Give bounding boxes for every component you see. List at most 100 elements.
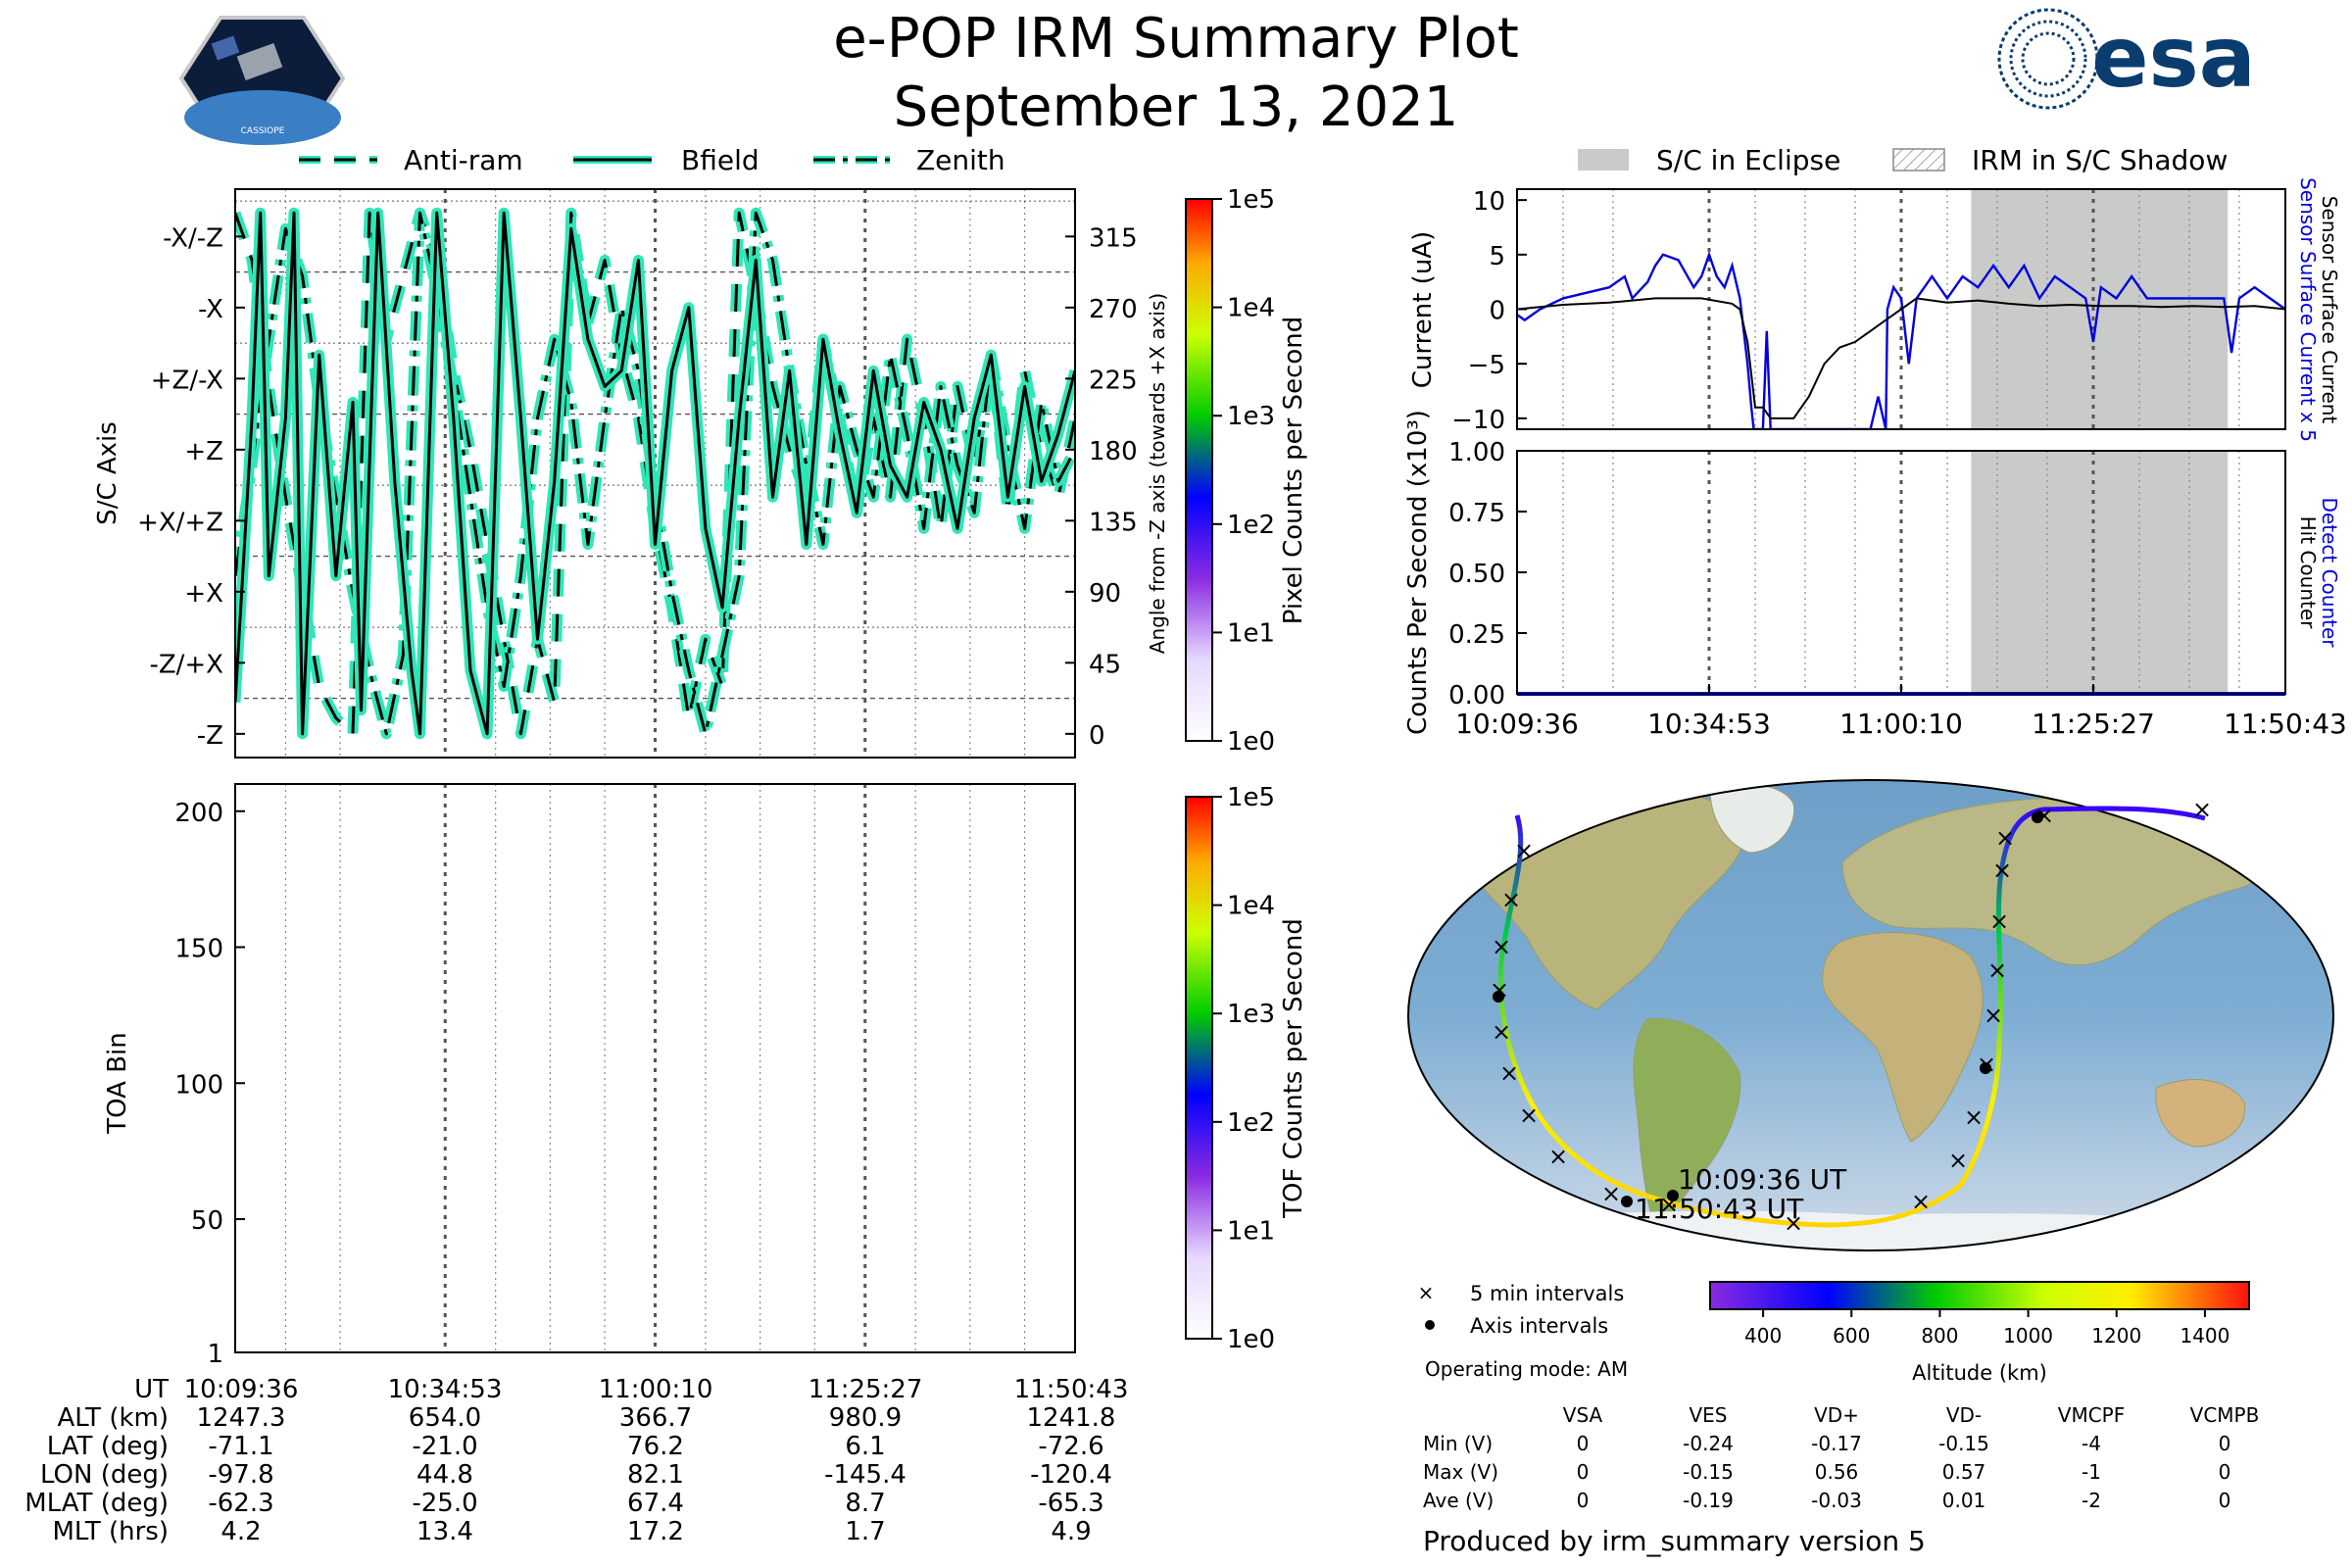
counts-xtick-label-1: 10:34:53 — [1647, 708, 1771, 740]
time-table-cell-3-1: 44.8 — [416, 1460, 473, 1490]
pixel-colorbar-ticks: 1e5 1e4 1e3 1e2 1e1 1e0 — [1212, 185, 1275, 757]
track-5min-marker-6: × — [1519, 1102, 1539, 1129]
altitude-colorbar-tick-label-1: 600 — [1833, 1324, 1870, 1348]
current-ytick-label-2: 0 — [1489, 297, 1505, 326]
orientation-trace-bfield — [235, 211, 1075, 736]
toa-grid — [284, 784, 1026, 1352]
track-5min-marker-1: × — [1501, 886, 1521, 913]
orientation-axis-label-0: -X/-Z — [163, 223, 223, 253]
voltage-cell-1-3: 0.57 — [1942, 1460, 1986, 1484]
time-table-cell-3-2: 82.1 — [627, 1460, 684, 1490]
voltage-row-label-1: Max (V) — [1423, 1460, 1498, 1484]
track-5min-marker-0: × — [1514, 837, 1534, 864]
counts-ytick-label-4: 0.00 — [1448, 681, 1505, 710]
tof-colorbar-tick-label-5: 1e0 — [1227, 1325, 1275, 1354]
voltage-col-header-0: VSA — [1563, 1403, 1603, 1427]
tof-colorbar-tick-label-1: 1e4 — [1227, 892, 1275, 921]
toa-ytick-label-1: 150 — [174, 935, 223, 964]
track-axis-marker-4 — [2032, 811, 2043, 823]
altitude-colorbar-tick-label-3: 1000 — [2003, 1324, 2053, 1348]
legend-shadow: IRM in S/C Shadow — [1972, 144, 2228, 176]
orientation-angle-label-7: 0 — [1089, 721, 1105, 751]
time-table-cell-1-0: 1247.3 — [197, 1403, 286, 1433]
current-lines — [1517, 251, 2285, 429]
legend-axis-intervals: Axis intervals — [1470, 1314, 1608, 1338]
ground-track-map: ×××××××××××××××××××××× 10:09:36 UT 11:50… — [1407, 779, 2334, 1251]
track-5min-marker-5: × — [1499, 1059, 1519, 1087]
counts-ylabel: Counts Per Second (x10³) — [1403, 410, 1433, 735]
orientation-axis-labels: -X/-Z -X +Z/-X +Z +X/+Z +X -Z/+X -Z — [137, 223, 245, 751]
toa-ylabel: TOA Bin — [103, 1032, 132, 1134]
orientation-angle-label-2: 225 — [1089, 366, 1138, 395]
tof-colorbar-ticks: 1e5 1e4 1e3 1e2 1e1 1e0 — [1212, 783, 1275, 1354]
voltage-cell-1-2: 0.56 — [1815, 1460, 1859, 1484]
current-right-label-1: Sensor Surface Current x 5 — [2296, 177, 2320, 442]
pixel-colorbar-label: Pixel Counts per Second — [1279, 317, 1308, 625]
counts-grid — [1562, 451, 2240, 694]
time-table-row-label-3: LON (deg) — [40, 1460, 169, 1490]
toa-frame — [234, 783, 1076, 1353]
time-table-row-label-5: MLT (hrs) — [53, 1517, 170, 1546]
voltage-table: VSA VES VD+ VD- VMCPF VCMPB Min (V) 0 -0.24 -0.17… — [1423, 1403, 2259, 1512]
current-panel: 10 5 0 −5 −10 Current (uA) Sensor Surface Cu… — [1408, 177, 2341, 442]
land-africa — [1822, 932, 1984, 1143]
time-table-cell-5-4: 4.9 — [1051, 1517, 1091, 1546]
time-table-cell-2-4: -72.6 — [1038, 1432, 1103, 1461]
orientation-angle-label-1: 270 — [1089, 295, 1138, 324]
pixel-colorbar-tick-label-3: 1e2 — [1227, 511, 1275, 540]
map-land — [1450, 783, 2293, 1250]
orientation-axis-label-5: +X — [184, 579, 223, 609]
orientation-angle-label-5: 90 — [1089, 579, 1121, 609]
counts-right-label-2: Hit Counter — [2296, 516, 2320, 629]
time-table-cell-2-3: 6.1 — [845, 1432, 885, 1461]
track-5min-marker-11: × — [1911, 1188, 1931, 1215]
time-table-cell-3-3: -145.4 — [824, 1460, 906, 1490]
voltage-cell-0-5: 0 — [2219, 1432, 2231, 1455]
time-table-cell-3-0: -97.8 — [208, 1460, 273, 1490]
time-table-cell-1-2: 366.7 — [619, 1403, 692, 1433]
track-5min-marker-12: × — [1948, 1147, 1968, 1174]
altitude-colorbar-tick-label-2: 800 — [1921, 1324, 1958, 1348]
altitude-colorbar-ticks: 400 600 800 1000 1200 1400 — [1744, 1309, 2230, 1348]
counts-eclipse-span — [1971, 451, 2229, 694]
track-axis-marker-1 — [1621, 1196, 1633, 1207]
pixel-colorbar-tick-label-4: 1e1 — [1227, 618, 1275, 648]
current-ytick-label-4: −10 — [1451, 406, 1505, 435]
orientation-frame — [234, 188, 1076, 759]
track-axis-marker-2 — [1667, 1190, 1679, 1201]
footer-produced-by: Produced by irm_summary version 5 — [1423, 1525, 1926, 1557]
orientation-angle-label-3: 180 — [1089, 437, 1138, 466]
orientation-angle-labels: 315 270 225 180 135 90 45 0 — [1065, 223, 1138, 751]
voltage-col-header-5: VCMPB — [2190, 1403, 2260, 1427]
time-axis-table: UT 10:09:36 10:34:53 11:00:10 11:25:27 11:50:… — [24, 1375, 1128, 1546]
time-table-cell-1-1: 654.0 — [409, 1403, 481, 1433]
tof-colorbar-tick-label-4: 1e1 — [1227, 1216, 1275, 1246]
marker-dot-icon — [1425, 1320, 1435, 1330]
current-ytick-label-0: 10 — [1473, 187, 1505, 217]
voltage-cell-1-4: -1 — [2082, 1460, 2101, 1484]
legend-zenith: Zenith — [916, 144, 1005, 176]
orientation-right-ylabel: Angle from -Z axis (towards +X axis) — [1146, 293, 1169, 654]
eclipse-legend: S/C in Eclipse IRM in S/C Shadow — [1578, 144, 2228, 176]
tof-colorbar-label: TOF Counts per Second — [1279, 918, 1308, 1219]
orientation-axis-label-6: -Z/+X — [149, 650, 223, 679]
counts-xtick-label-0: 10:09:36 — [1455, 708, 1579, 740]
time-table-cell-2-0: -71.1 — [208, 1432, 273, 1461]
time-table-cell-5-1: 13.4 — [416, 1517, 473, 1546]
voltage-row-label-0: Min (V) — [1423, 1432, 1493, 1455]
page-date: September 13, 2021 — [894, 75, 1459, 139]
ground-track: ×××××××××××××××××××××× — [1490, 796, 2212, 1237]
current-series-0 — [1517, 251, 2285, 429]
voltage-cell-2-5: 0 — [2219, 1489, 2231, 1512]
track-5min-marker-10: × — [1784, 1209, 1803, 1237]
orientation-traces — [235, 207, 1075, 740]
time-table-cell-0-0: 10:09:36 — [184, 1375, 299, 1404]
time-table-cell-4-1: -25.0 — [412, 1489, 477, 1518]
voltage-cell-0-4: -4 — [2082, 1432, 2101, 1455]
orientation-axis-label-3: +Z — [184, 437, 223, 466]
marker-legend: × 5 min intervals Axis intervals Operati… — [1418, 1281, 1628, 1381]
pixel-colorbar-tick-label-2: 1e3 — [1227, 402, 1275, 431]
time-table-row-label-2: LAT (deg) — [47, 1432, 169, 1461]
counts-ytick-label-2: 0.50 — [1448, 560, 1505, 589]
